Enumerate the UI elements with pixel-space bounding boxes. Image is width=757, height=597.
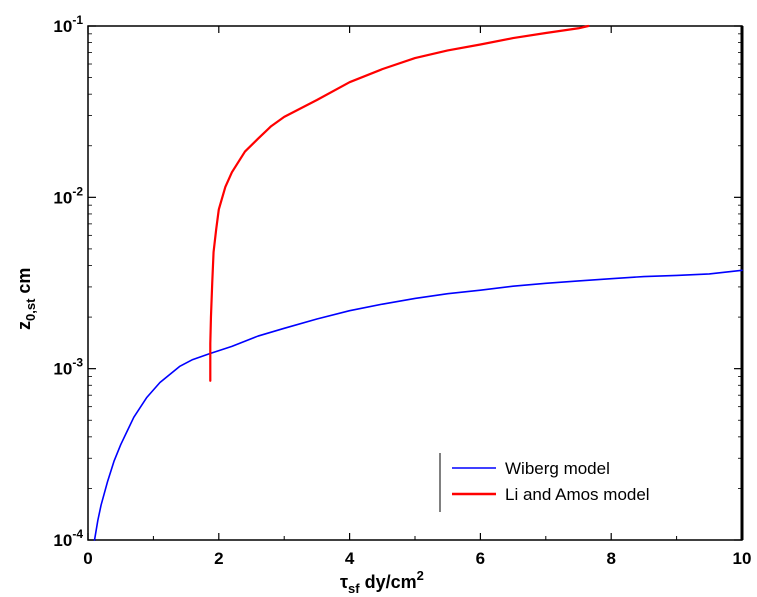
y-axis-title-rest: cm bbox=[14, 268, 34, 299]
y-tick-label: 10-4 bbox=[53, 527, 83, 550]
series-line-wiberg bbox=[93, 269, 743, 541]
y-axis-title: z0,st cm bbox=[14, 268, 38, 330]
y-tick-label: 10-2 bbox=[53, 184, 83, 207]
x-axis-title-rest: dy/cm bbox=[360, 572, 417, 592]
y-axis-title-main: z bbox=[14, 321, 34, 330]
legend-label-li-amos: Li and Amos model bbox=[505, 485, 650, 504]
plot-frame bbox=[87, 25, 743, 541]
legend-label-wiberg: Wiberg model bbox=[505, 459, 610, 478]
x-axis-title-sub: sf bbox=[348, 581, 360, 596]
x-tick-label: 6 bbox=[476, 549, 485, 568]
y-axis-title-sub: 0,st bbox=[23, 298, 38, 321]
x-tick-label: 2 bbox=[214, 549, 223, 568]
x-tick-label: 10 bbox=[733, 549, 752, 568]
x-axis-title-main: τ bbox=[340, 572, 348, 592]
y-tick-label: 10-3 bbox=[53, 356, 83, 379]
series-line-li-amos bbox=[209, 24, 590, 382]
x-tick-label: 8 bbox=[606, 549, 615, 568]
ticks bbox=[87, 25, 743, 541]
x-tick-label: 0 bbox=[83, 549, 92, 568]
y-tick-label: 10-1 bbox=[53, 13, 83, 36]
x-axis-title-sup: 2 bbox=[417, 568, 424, 583]
series-lines bbox=[93, 24, 743, 541]
x-axis-title: τsf dy/cm2 bbox=[340, 568, 424, 596]
tick-labels: 0 2 4 6 8 10 10-4 10-3 10-2 10-1 bbox=[53, 13, 751, 568]
x-tick-label: 4 bbox=[345, 549, 355, 568]
legend: Wiberg model Li and Amos model bbox=[439, 453, 650, 512]
